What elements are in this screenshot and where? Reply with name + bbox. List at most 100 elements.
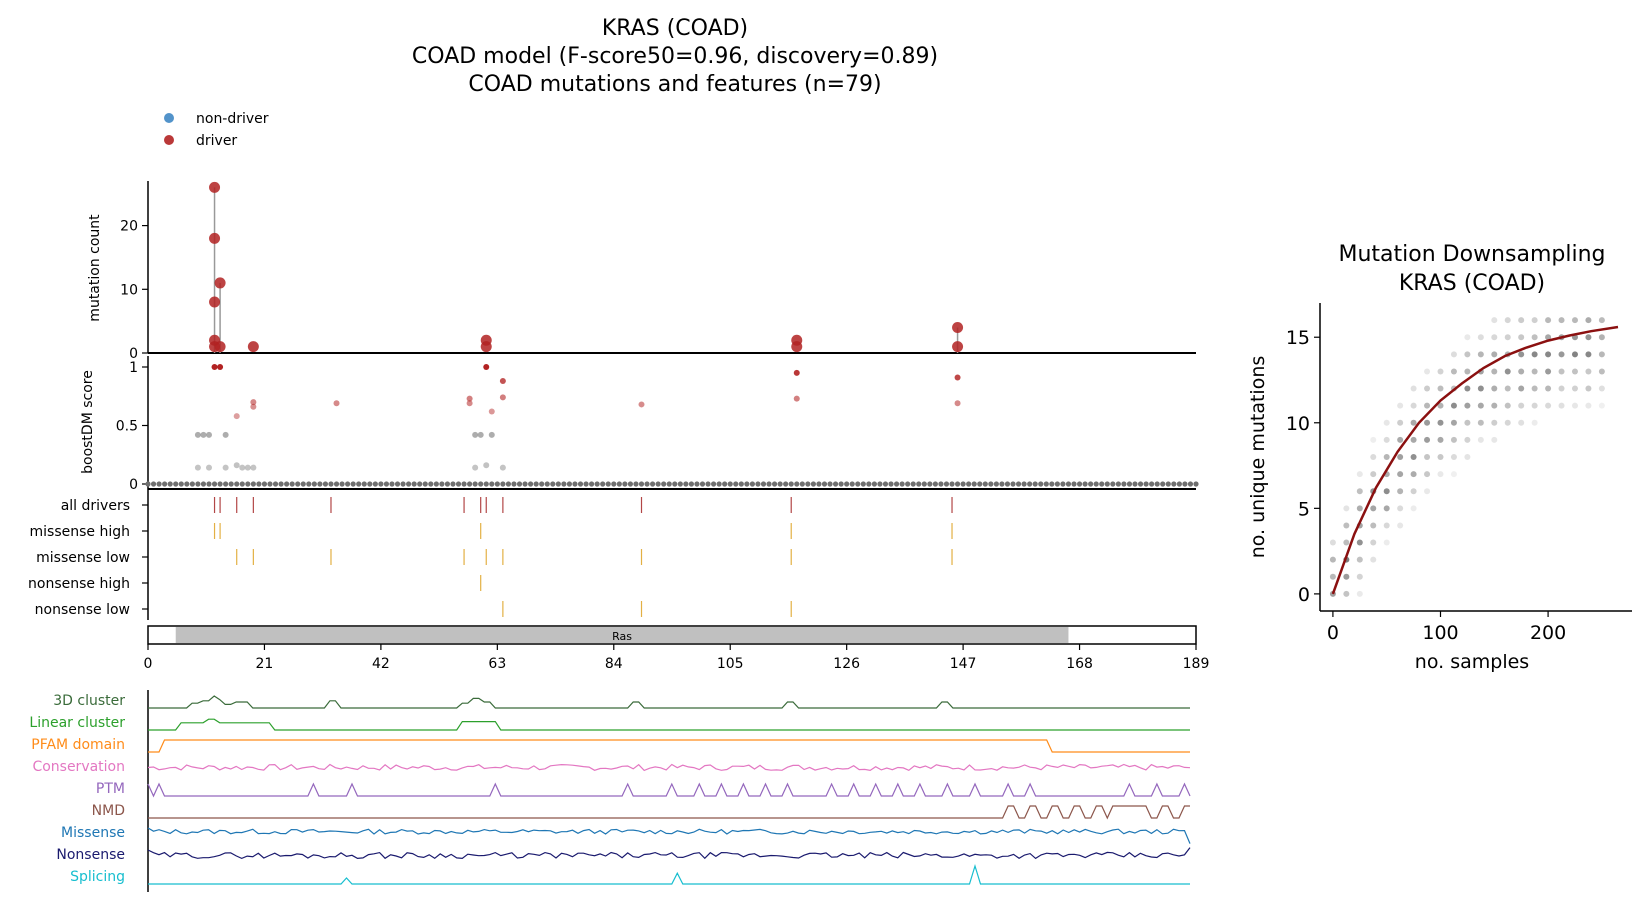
score-baseline-dot — [350, 481, 356, 487]
score-baseline-dot — [211, 481, 218, 487]
score-baseline-dot — [605, 481, 611, 487]
score-baseline-dot — [422, 481, 428, 487]
score-point — [472, 431, 479, 438]
score-baseline-dot — [1021, 481, 1027, 487]
ds-dot — [1585, 317, 1592, 324]
score-baseline-dot — [821, 481, 828, 487]
ds-dot — [1437, 454, 1444, 460]
score-baseline-dot — [339, 481, 345, 487]
count-y-tick-label: 20 — [120, 219, 138, 235]
score-baseline-dot — [300, 481, 306, 487]
feature-line — [147, 782, 1191, 798]
score-baseline-dot — [777, 481, 783, 487]
score-point — [954, 400, 961, 407]
score-baseline-dot — [888, 481, 894, 487]
score-baseline-dot — [749, 481, 756, 487]
ds-dot — [1585, 351, 1592, 358]
ds-dot — [1504, 317, 1511, 324]
score-baseline-dot — [1038, 481, 1044, 487]
ds-dot — [1410, 402, 1417, 409]
ds-dot — [1410, 436, 1417, 443]
score-baseline-dot — [411, 481, 417, 487]
score-baseline-dot — [1088, 481, 1094, 487]
ds-dot — [1464, 419, 1471, 426]
feature-line — [148, 739, 1190, 753]
score-baseline-dot — [505, 481, 512, 487]
score-baseline-dot — [1137, 481, 1144, 487]
ds-dot — [1410, 419, 1417, 426]
title-line-model: COAD model (F-score50=0.96, discovery=0.… — [412, 44, 938, 69]
score-baseline-dot — [234, 481, 240, 487]
ds-dot — [1518, 351, 1525, 358]
ds-dot — [1504, 368, 1511, 375]
score-baseline-dot — [378, 481, 384, 487]
score-baseline-dot — [688, 481, 695, 487]
score-baseline-dot — [860, 481, 866, 487]
score-baseline-dot — [295, 481, 301, 487]
ds-dot — [1464, 385, 1471, 392]
ds-dot — [1545, 368, 1552, 375]
track-row-label: nonsense high — [28, 576, 130, 592]
ds-dot — [1491, 317, 1498, 324]
ds-dot — [1370, 522, 1377, 529]
score-point — [488, 408, 495, 415]
score-baseline-dot — [200, 481, 207, 487]
count-y-tick-label: 0 — [129, 346, 138, 362]
score-baseline-dot — [478, 481, 484, 487]
ds-dot — [1383, 488, 1390, 495]
score-baseline-dot — [461, 481, 467, 487]
ds-dot — [1585, 334, 1592, 341]
score-baseline-dot — [162, 481, 168, 487]
score-point — [222, 431, 229, 438]
score-baseline-dot — [577, 481, 584, 487]
score-baseline-dot — [583, 481, 589, 487]
score-baseline-dot — [661, 481, 667, 487]
ds-dot — [1477, 351, 1484, 358]
ds-dot — [1518, 334, 1525, 341]
count-point — [209, 296, 221, 308]
score-baseline-dot — [705, 481, 711, 487]
score-baseline-dot — [417, 481, 423, 487]
score-baseline-dot — [245, 481, 251, 487]
ds-dot — [1558, 317, 1565, 324]
score-baseline-dot — [722, 481, 728, 487]
score-point — [466, 400, 473, 407]
score-point — [250, 464, 257, 471]
score-point — [499, 378, 506, 385]
ds-dot — [1397, 488, 1404, 495]
score-baseline-dot — [1187, 481, 1194, 487]
count-point — [247, 341, 259, 353]
score-point — [244, 464, 251, 471]
ds-dot — [1504, 334, 1511, 341]
score-baseline-dot — [1126, 481, 1133, 487]
track-rows: all drivers missense high missense low nons… — [28, 497, 953, 618]
ds-dot — [1450, 402, 1457, 409]
score-baseline-dot — [788, 481, 794, 487]
score-baseline-dot — [982, 481, 988, 487]
score-point — [954, 374, 961, 381]
score-baseline-dot — [827, 481, 833, 487]
score-baseline-dot — [372, 481, 378, 487]
score-baseline-dot — [1171, 481, 1177, 487]
ds-dot — [1450, 368, 1457, 375]
domain-x-tick-label: 126 — [833, 656, 860, 672]
score-baseline-dot — [383, 481, 390, 487]
track-row-label: nonsense low — [35, 602, 130, 618]
score-baseline-dot — [611, 481, 617, 487]
ds-dot — [1545, 351, 1552, 358]
score-baseline-dot — [322, 481, 329, 487]
score-baseline-dot — [921, 481, 927, 487]
score-baseline-dot — [832, 481, 839, 487]
score-point — [211, 364, 218, 370]
score-point — [239, 464, 246, 471]
ds-dot — [1383, 505, 1390, 512]
boostdm-panel: 00.51 boostDM score — [80, 356, 1199, 493]
ds-y-tick-label: 15 — [1286, 327, 1310, 349]
score-baseline-dot — [1193, 481, 1199, 487]
ds-x-ticks: 0 100 200 — [1327, 611, 1566, 644]
ds-dot — [1356, 505, 1363, 512]
ds-dot — [1383, 454, 1390, 460]
score-baseline-dot — [1065, 481, 1072, 487]
ds-dot — [1491, 419, 1498, 426]
ds-dot — [1531, 317, 1538, 324]
